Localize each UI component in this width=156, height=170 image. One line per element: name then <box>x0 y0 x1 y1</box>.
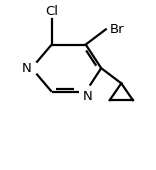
Text: Cl: Cl <box>45 5 58 18</box>
Text: N: N <box>22 62 32 75</box>
Text: N: N <box>82 90 92 103</box>
Text: Br: Br <box>110 23 124 36</box>
